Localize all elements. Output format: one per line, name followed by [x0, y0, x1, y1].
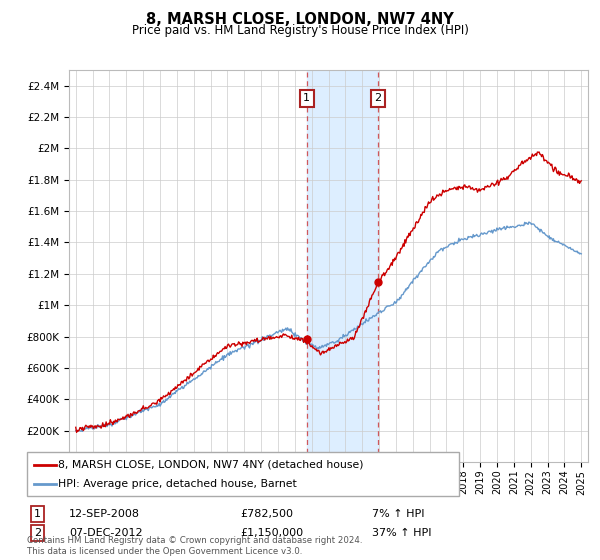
Text: Contains HM Land Registry data © Crown copyright and database right 2024.
This d: Contains HM Land Registry data © Crown c… — [27, 536, 362, 556]
Text: £1,150,000: £1,150,000 — [240, 528, 303, 538]
Text: 7% ↑ HPI: 7% ↑ HPI — [372, 509, 425, 519]
Text: 12-SEP-2008: 12-SEP-2008 — [69, 509, 140, 519]
Text: 8, MARSH CLOSE, LONDON, NW7 4NY (detached house): 8, MARSH CLOSE, LONDON, NW7 4NY (detache… — [58, 460, 364, 469]
Text: 1: 1 — [34, 509, 41, 519]
Text: 37% ↑ HPI: 37% ↑ HPI — [372, 528, 431, 538]
Text: 1: 1 — [303, 93, 310, 103]
Text: 07-DEC-2012: 07-DEC-2012 — [69, 528, 143, 538]
Text: Price paid vs. HM Land Registry's House Price Index (HPI): Price paid vs. HM Land Registry's House … — [131, 24, 469, 36]
Text: HPI: Average price, detached house, Barnet: HPI: Average price, detached house, Barn… — [58, 479, 297, 488]
Text: 8, MARSH CLOSE, LONDON, NW7 4NY: 8, MARSH CLOSE, LONDON, NW7 4NY — [146, 12, 454, 27]
Text: 2: 2 — [34, 528, 41, 538]
Text: £782,500: £782,500 — [240, 509, 293, 519]
Bar — [307, 70, 378, 462]
Text: 2: 2 — [374, 93, 381, 103]
